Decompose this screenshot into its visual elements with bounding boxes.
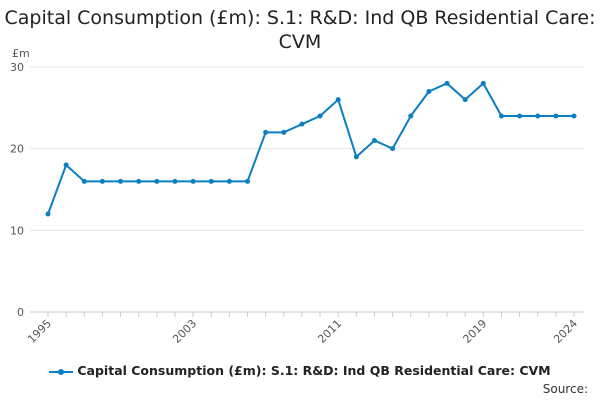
data-point: [571, 113, 577, 119]
data-point: [371, 138, 377, 143]
data-point: [263, 129, 269, 135]
data-point: [335, 97, 341, 103]
data-point: [390, 146, 396, 152]
data-point: [226, 178, 232, 184]
data-point: [498, 113, 504, 119]
data-point: [353, 154, 359, 160]
series-line: [47, 82, 574, 215]
data-point: [299, 121, 305, 127]
data-point: [208, 178, 214, 184]
data-point: [462, 97, 468, 103]
series-layer: [45, 80, 577, 217]
data-point: [281, 129, 287, 135]
data-point: [480, 80, 486, 86]
data-point: [154, 178, 160, 184]
data-point: [317, 113, 323, 119]
y-tick-label: 10: [10, 224, 24, 237]
data-point: [245, 178, 251, 184]
data-point: [535, 113, 541, 119]
data-point: [444, 80, 450, 86]
axis-layer: 0 10 20 30£m 1995 2003 2011 2019 2024: [10, 47, 580, 346]
x-tick-label: 2011: [315, 317, 344, 346]
x-tick-label: 1995: [25, 317, 54, 346]
data-point: [190, 178, 196, 184]
grid-layer: [30, 66, 584, 313]
x-tick-label: 2003: [170, 317, 199, 346]
x-tick-label: 2024: [551, 317, 580, 346]
y-axis-label: £m: [12, 47, 30, 60]
data-point: [45, 211, 51, 217]
x-tick-label: 2019: [460, 317, 489, 346]
data-point: [172, 178, 178, 184]
data-point: [553, 113, 559, 119]
y-tick-label: 30: [10, 61, 24, 74]
data-point: [118, 178, 124, 184]
legend-swatch: [49, 366, 74, 378]
data-point: [517, 113, 523, 119]
y-tick-label: 0: [17, 306, 24, 319]
data-point: [426, 89, 432, 94]
data-point: [408, 113, 414, 119]
chart-title: Capital Consumption (£m): S.1: R&D: Ind …: [4, 7, 596, 53]
data-point: [81, 178, 87, 184]
data-point: [136, 178, 142, 184]
source-label: Source:: [542, 382, 588, 396]
y-tick-label: 20: [10, 143, 24, 156]
data-point: [99, 178, 105, 184]
data-point: [63, 162, 69, 168]
legend-label: Capital Consumption (£m): S.1: R&D: Ind …: [77, 363, 551, 378]
legend: Capital Consumption (£m): S.1: R&D: Ind …: [0, 363, 600, 378]
